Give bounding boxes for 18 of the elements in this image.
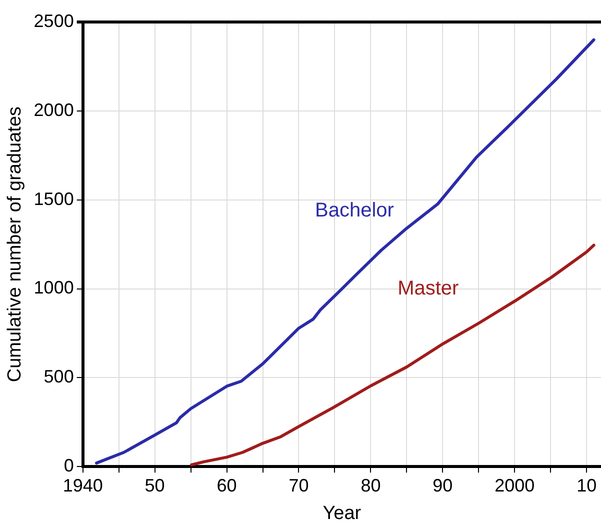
x-tick-label: 90 [432,475,453,496]
y-tick-label: 500 [44,366,74,387]
y-tick-label: 0 [64,456,74,476]
x-axis-title: Year [322,502,362,524]
x-tick-label: 2000 [494,475,535,496]
series-label: Bachelor [314,199,394,222]
x-tick-label: 80 [360,475,381,496]
y-tick-label: 1000 [34,278,74,298]
x-tick-label: 1940 [62,475,103,496]
y-axis-title: Cumulative number of graduates [4,106,26,382]
series-label: Master [398,278,460,300]
x-tick-label: 10 [576,475,597,496]
y-tick-label: 1500 [34,188,74,209]
y-tick-label: 2500 [34,10,74,31]
y-tick-label: 2000 [34,100,74,120]
x-tick-label: 50 [144,475,165,496]
x-tick-label: 70 [288,475,309,496]
x-tick-label: 60 [216,475,237,496]
